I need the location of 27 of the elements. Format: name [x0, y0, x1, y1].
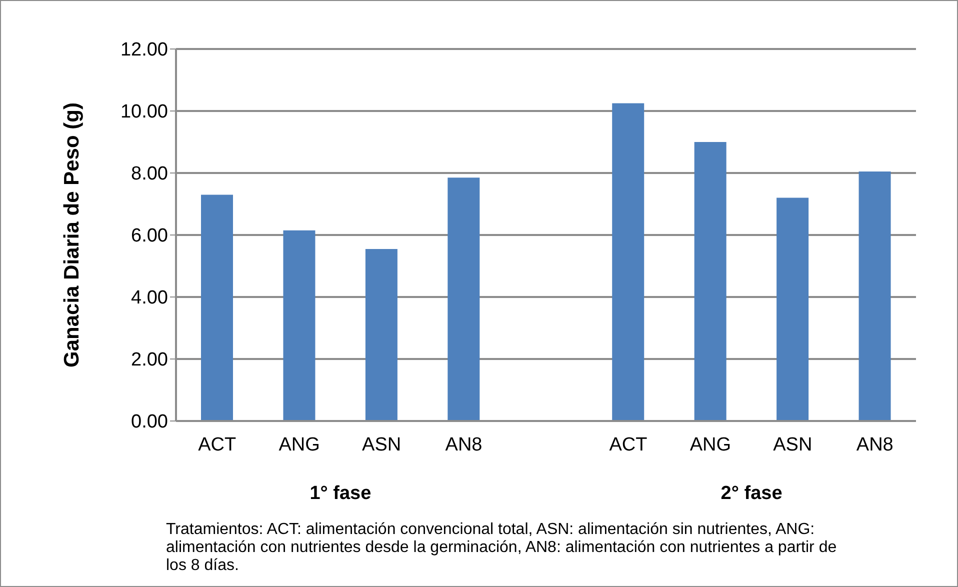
x-tick-label: ASN — [773, 434, 812, 456]
y-tick-label: 6.00 — [131, 226, 168, 247]
y-tick-label: 0.00 — [131, 412, 168, 433]
bar — [448, 178, 480, 421]
x-tick-label: AN8 — [856, 434, 894, 456]
y-tick-label: 10.00 — [120, 102, 168, 123]
bar — [612, 103, 644, 421]
x-tick-label: AN8 — [445, 434, 482, 456]
bar — [776, 198, 809, 421]
x-tick-label: ANG — [690, 434, 732, 456]
x-tick-label: ACT — [609, 434, 648, 456]
y-tick-label: 2.00 — [131, 350, 168, 371]
bar — [694, 142, 726, 421]
x-tick-label: ASN — [362, 434, 402, 456]
x-tick-label: ACT — [198, 434, 237, 456]
y-tick-label: 12.00 — [120, 40, 168, 61]
bar — [365, 248, 398, 421]
x-tick-label: ANG — [278, 434, 320, 456]
y-axis-title: Ganacia Diaria de Peso (g) — [60, 102, 84, 368]
y-tick-label: 8.00 — [131, 164, 168, 185]
bar — [283, 230, 316, 421]
text: Tratamientos: ACT: alimentación convencional total, ASN: alimentación sin nutrientes, ANG: alimentación con nutrientes desde la germinación, AN8: alimentación con nutrientes a partir de los 8 días. — [166, 521, 838, 575]
bar — [201, 194, 233, 421]
text: 1° fase — [308, 483, 372, 505]
bar — [858, 171, 891, 421]
y-tick-label: 4.00 — [131, 288, 168, 309]
text: 2° fase — [720, 483, 784, 505]
